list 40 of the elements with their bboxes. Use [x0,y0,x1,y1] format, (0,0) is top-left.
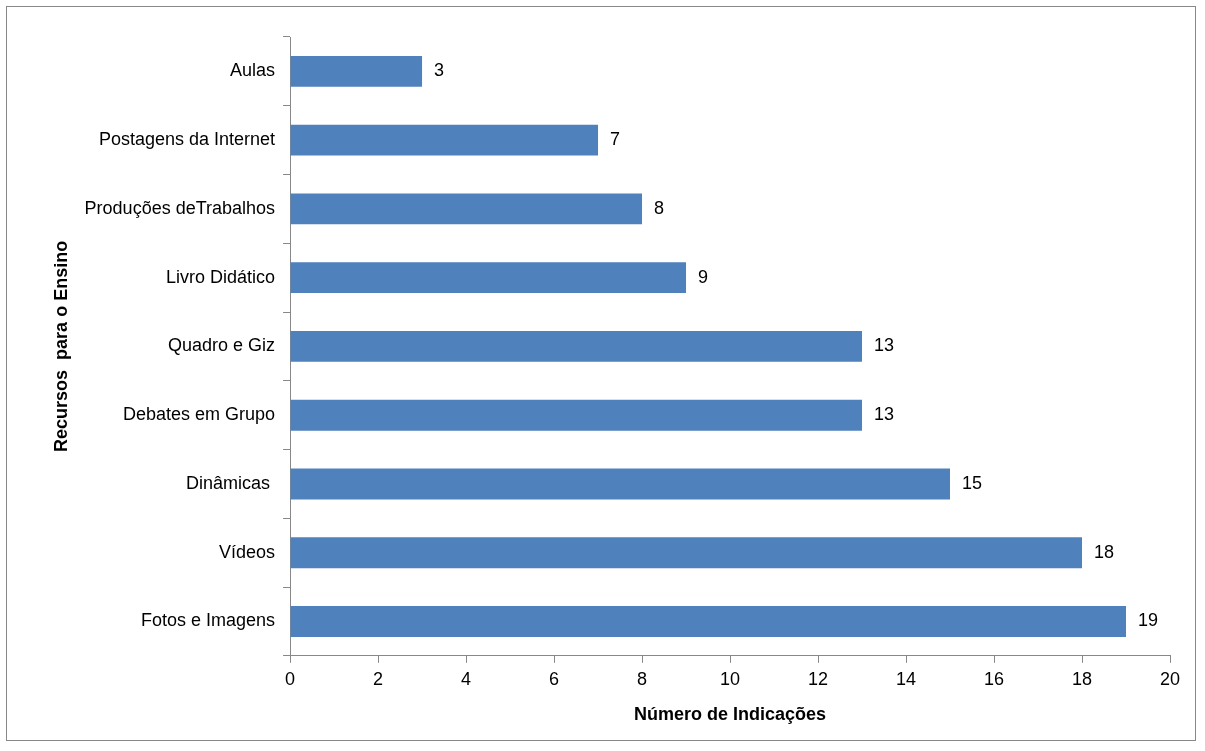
y-axis-title: Recursos para o Ensino [50,240,71,452]
x-tick-label: 14 [896,668,917,689]
y-tick-label: Vídeos [219,541,276,562]
data-label: 9 [698,266,709,287]
data-label: 7 [610,129,621,150]
data-label: 8 [654,197,665,218]
y-tick-label: Postagens da Internet [98,129,276,150]
bar [290,468,951,500]
bar [290,330,863,362]
bar [290,55,423,87]
bar [290,124,599,156]
data-label: 19 [1138,610,1159,631]
y-tick-label: Dinâmicas [186,472,276,493]
x-tick-label: 4 [461,668,472,689]
x-tick-label: 10 [720,668,741,689]
y-tick-label: Livro Didático [166,266,276,287]
y-tick-label: Aulas [230,60,276,81]
y-tick-label: Produções deTrabalhos [84,197,276,218]
data-label: 3 [434,60,445,81]
x-tick-label: 16 [983,668,1005,689]
x-tick-label: 2 [373,668,384,689]
x-tick-label: 18 [1071,668,1093,689]
x-tick-label: 6 [549,668,560,689]
x-axis-title: Número de Indicações [633,704,827,725]
data-label: 15 [962,472,983,493]
bar [290,193,643,225]
x-tick-label: 12 [808,668,829,689]
y-tick-label: Fotos e Imagens [140,610,276,631]
bar [290,262,687,294]
x-tick-label: 0 [285,668,296,689]
data-label: 13 [874,404,895,425]
y-tick-label: Quadro e Giz [167,335,276,356]
bar [290,399,863,431]
x-tick-label: 20 [1159,668,1181,689]
x-tick-label: 8 [637,668,648,689]
bar [290,605,1126,637]
data-label: 13 [874,335,895,356]
data-label: 18 [1094,541,1115,562]
y-tick-label: Debates em Grupo [122,404,276,425]
bar [290,537,1083,569]
